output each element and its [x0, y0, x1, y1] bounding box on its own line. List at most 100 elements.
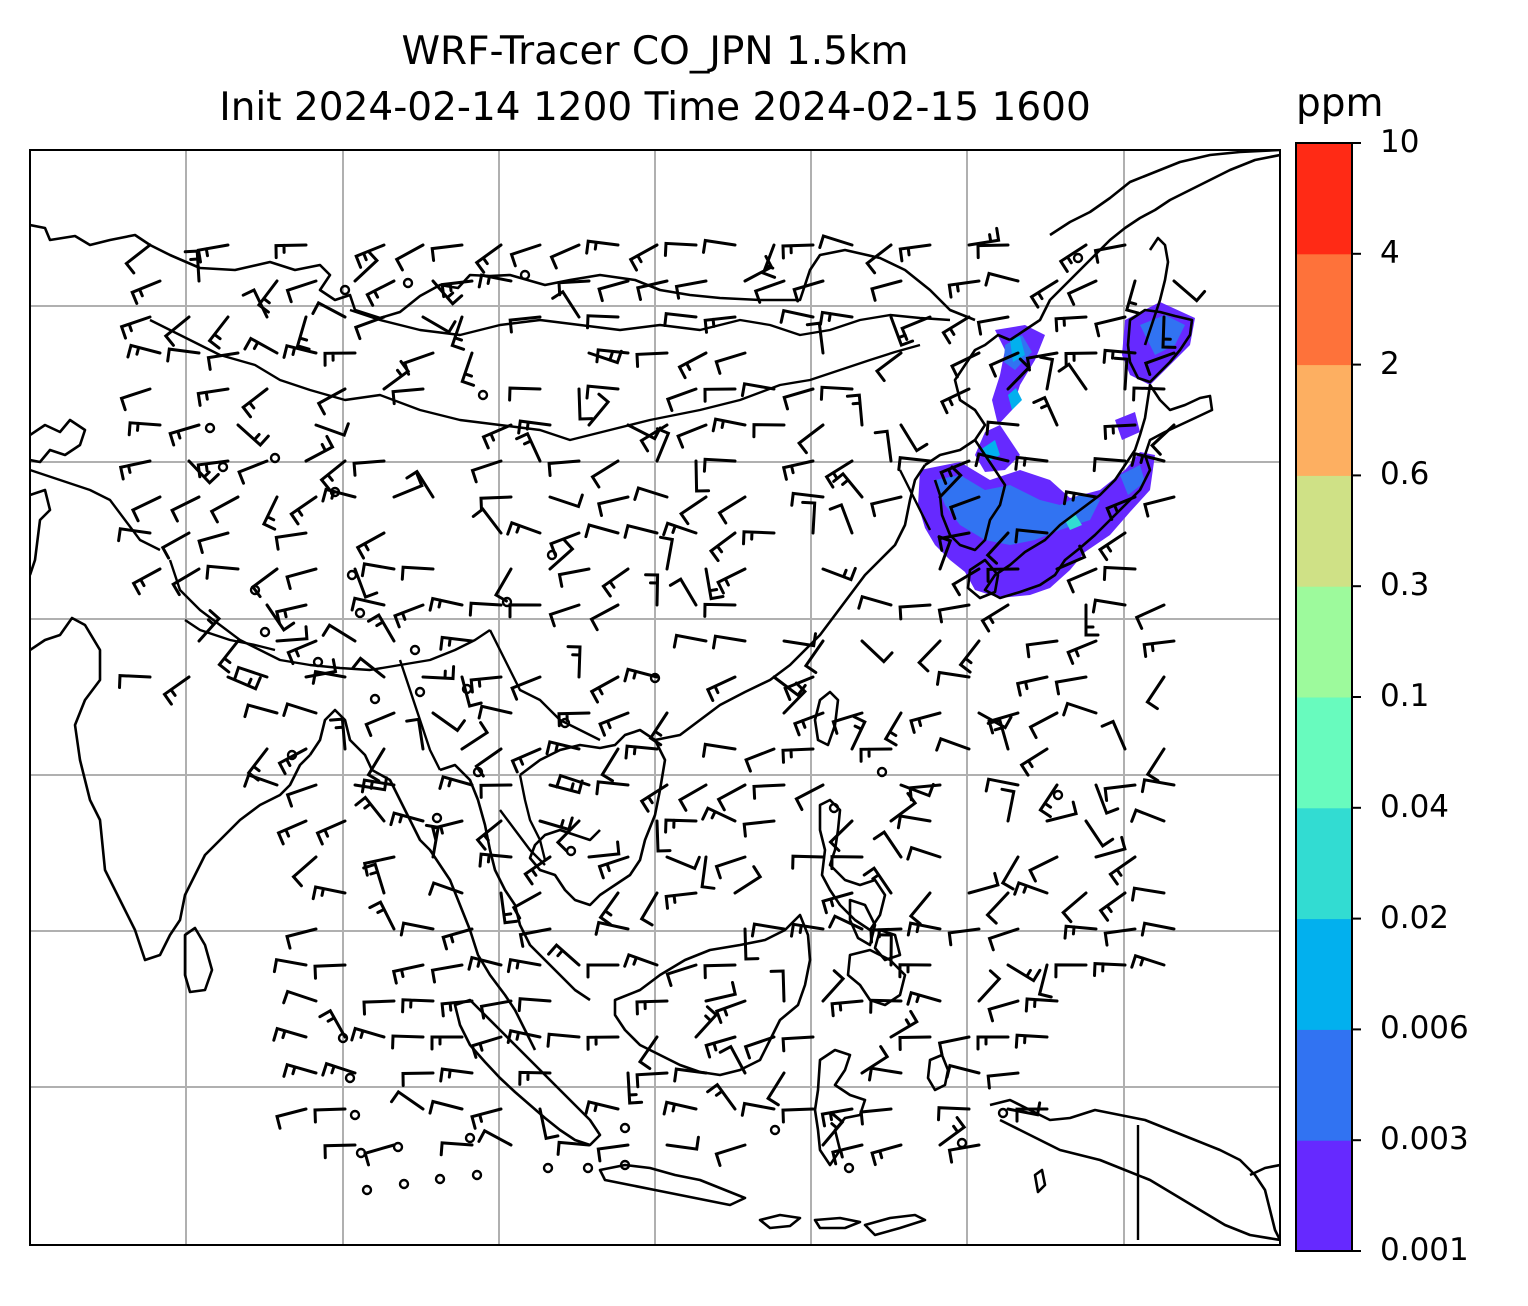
- wind-barb: [1103, 423, 1137, 440]
- wind-barb: [889, 1009, 919, 1039]
- wind-barb: [668, 577, 698, 607]
- wind-barb: [908, 891, 932, 926]
- wind-barb: [584, 523, 620, 539]
- wind-barb: [702, 457, 737, 473]
- wind-barb: [639, 783, 669, 813]
- colorbar-segment: [1296, 697, 1352, 809]
- wind-barb: [1100, 719, 1127, 751]
- wind-barb: [937, 1106, 971, 1122]
- wind-barb: [511, 891, 542, 920]
- wind-barb: [701, 806, 737, 823]
- wind-barb: [898, 243, 932, 263]
- wind-barb: [1029, 279, 1059, 309]
- coast-taiwan: [813, 690, 840, 747]
- wind-barb: [714, 855, 747, 880]
- wind-barb: [792, 711, 825, 737]
- wind-barb: [366, 747, 386, 783]
- wind-barb: [948, 495, 981, 521]
- wind-barb: [243, 336, 279, 355]
- coast-honshu: [983, 383, 1214, 600]
- wind-barb: [431, 279, 464, 306]
- wind-barb: [355, 531, 386, 560]
- wind-barb: [673, 1067, 708, 1083]
- wind-barb: [790, 491, 825, 507]
- wind-barb: [828, 502, 854, 535]
- colorbar-tick-label: 0.006: [1380, 1010, 1469, 1047]
- wind-barb: [206, 351, 240, 371]
- wind-barb: [197, 609, 222, 643]
- wind-barb: [703, 963, 737, 980]
- coast-hokkaido: [1126, 308, 1194, 384]
- wind-barb: [119, 387, 152, 412]
- wind-barb: [906, 990, 942, 1006]
- wind-barb: [1054, 963, 1088, 979]
- wind-barb: [508, 603, 542, 619]
- wind-barb: [265, 603, 296, 632]
- wind-barb: [716, 567, 747, 595]
- wind-barb: [937, 535, 953, 571]
- wind-barb: [1145, 747, 1166, 783]
- wind-barb: [282, 989, 318, 1005]
- wind-barb: [1131, 886, 1166, 902]
- wind-barb: [274, 243, 308, 260]
- coast-lesser-sunda: [758, 1213, 927, 1237]
- wind-barb: [1140, 921, 1176, 937]
- calm-wind-circle: [464, 1132, 476, 1144]
- chart-title-line-2: Init 2024-02-14 1200 Time 2024-02-15 160…: [219, 85, 1091, 130]
- wind-barb: [272, 957, 308, 974]
- wind-barb: [781, 243, 815, 260]
- wind-barb: [217, 639, 240, 674]
- wind-barb: [233, 665, 269, 681]
- wind-barb: [285, 927, 318, 950]
- wind-barb: [517, 419, 552, 435]
- wind-barb: [313, 963, 347, 980]
- wind-barb: [557, 567, 591, 588]
- wind-barb: [635, 999, 669, 1016]
- wind-barb: [742, 819, 776, 838]
- wind-barb: [277, 747, 308, 776]
- calm-wind-circle: [461, 683, 473, 695]
- wind-barb: [523, 855, 552, 886]
- wind-barb: [938, 465, 963, 499]
- wind-barb: [389, 811, 425, 827]
- wind-barb: [821, 1112, 845, 1147]
- wind-barb: [587, 392, 611, 427]
- wind-barb: [870, 279, 903, 302]
- wind-barb: [450, 315, 466, 351]
- colorbar-tick-label: 0.003: [1380, 1121, 1469, 1158]
- wind-barb: [477, 273, 513, 289]
- wind-barb: [1066, 279, 1098, 306]
- wind-barb: [899, 423, 929, 453]
- wind-barb: [705, 675, 737, 702]
- wind-barb: [315, 819, 347, 846]
- wind-barb: [1028, 711, 1059, 740]
- wind-barb: [865, 243, 893, 275]
- wind-barb: [677, 783, 708, 812]
- wind-barb: [906, 845, 942, 861]
- wind-barb: [986, 567, 1020, 583]
- calm-wind-circle: [619, 1122, 631, 1134]
- wind-barb: [131, 567, 162, 596]
- calm-wind-circle: [286, 749, 298, 761]
- wind-barb: [183, 249, 201, 283]
- calm-wind-circle: [542, 1162, 554, 1174]
- wind-barb: [677, 351, 708, 380]
- wind-barb: [624, 744, 659, 760]
- wind-barb: [845, 393, 864, 427]
- wind-barb: [477, 704, 513, 720]
- wind-barb: [1098, 891, 1127, 922]
- wind-barb: [859, 747, 893, 763]
- wind-barb: [828, 914, 864, 931]
- wind-barb: [515, 431, 542, 463]
- colorbar-unit-label: ppm: [1296, 81, 1384, 126]
- coast-bay-of-bengal-east: [308, 708, 537, 1051]
- wind-barb: [986, 718, 1010, 751]
- wind-barb: [316, 387, 347, 416]
- wind-barb: [479, 495, 513, 512]
- wind-barb: [633, 486, 669, 501]
- coast-sri-lanka: [183, 926, 214, 994]
- wind-barb: [1130, 451, 1166, 467]
- wind-barb: [850, 715, 867, 751]
- wind-barb: [430, 963, 464, 984]
